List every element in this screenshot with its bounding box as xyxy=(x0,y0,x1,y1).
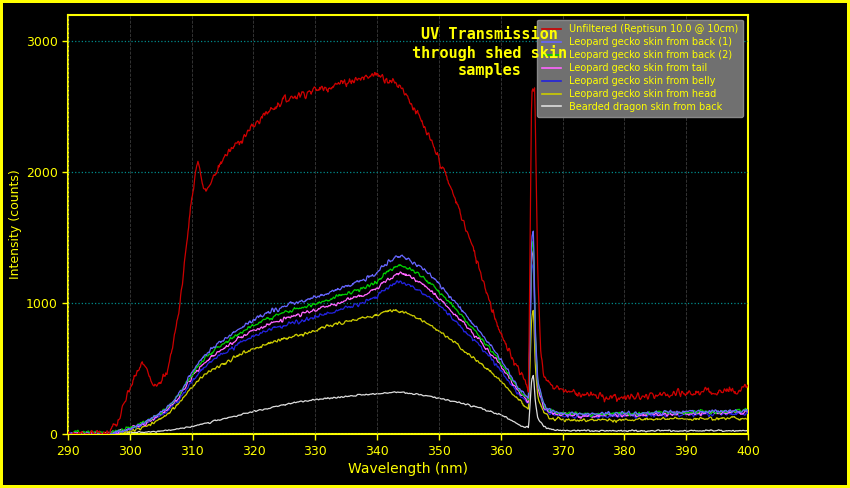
Leopard gecko skin from back (2) xyxy=(528,238,538,244)
Unfiltered (Reptisun 10.0 @ 10cm) xyxy=(66,431,76,437)
Line: Leopard gecko skin from belly: Leopard gecko skin from belly xyxy=(68,264,748,434)
Line: Leopard gecko skin from tail: Leopard gecko skin from tail xyxy=(68,251,748,434)
Leopard gecko skin from tail xyxy=(717,410,727,416)
Unfiltered (Reptisun 10.0 @ 10cm) xyxy=(345,78,355,84)
Leopard gecko skin from back (1) xyxy=(235,325,245,331)
Unfiltered (Reptisun 10.0 @ 10cm) xyxy=(96,431,106,437)
Leopard gecko skin from head xyxy=(344,318,354,324)
Bearded dragon skin from back xyxy=(70,431,80,437)
Leopard gecko skin from belly xyxy=(235,338,246,344)
Unfiltered (Reptisun 10.0 @ 10cm) xyxy=(743,382,753,388)
Leopard gecko skin from back (2) xyxy=(345,291,355,297)
Bearded dragon skin from back xyxy=(116,430,126,436)
Leopard gecko skin from head xyxy=(586,417,597,423)
Unfiltered (Reptisun 10.0 @ 10cm) xyxy=(235,139,246,145)
Leopard gecko skin from belly xyxy=(96,430,106,436)
Leopard gecko skin from tail xyxy=(586,414,597,420)
Leopard gecko skin from back (1) xyxy=(586,410,597,416)
Leopard gecko skin from belly xyxy=(63,430,73,436)
Leopard gecko skin from back (2) xyxy=(63,431,73,437)
Leopard gecko skin from head xyxy=(235,351,245,357)
Bearded dragon skin from back xyxy=(345,393,355,399)
Bearded dragon skin from back xyxy=(96,431,106,437)
Unfiltered (Reptisun 10.0 @ 10cm) xyxy=(717,390,728,396)
Leopard gecko skin from back (2) xyxy=(96,429,106,435)
Leopard gecko skin from back (2) xyxy=(587,413,598,419)
Leopard gecko skin from back (2) xyxy=(66,431,76,437)
Y-axis label: Intensity (counts): Intensity (counts) xyxy=(8,170,21,279)
Unfiltered (Reptisun 10.0 @ 10cm) xyxy=(63,429,73,435)
Leopard gecko skin from back (1) xyxy=(96,430,106,436)
Line: Leopard gecko skin from back (1): Leopard gecko skin from back (1) xyxy=(68,231,748,434)
Leopard gecko skin from back (2) xyxy=(116,428,126,434)
Line: Leopard gecko skin from head: Leopard gecko skin from head xyxy=(68,309,748,434)
Leopard gecko skin from tail xyxy=(115,427,125,432)
Leopard gecko skin from tail xyxy=(235,335,245,341)
Leopard gecko skin from tail xyxy=(96,431,106,437)
Line: Bearded dragon skin from back: Bearded dragon skin from back xyxy=(68,375,748,434)
Unfiltered (Reptisun 10.0 @ 10cm) xyxy=(116,413,126,419)
Unfiltered (Reptisun 10.0 @ 10cm) xyxy=(370,70,380,76)
Leopard gecko skin from head xyxy=(63,431,73,437)
Leopard gecko skin from tail xyxy=(344,297,354,303)
Leopard gecko skin from head xyxy=(115,429,125,435)
Leopard gecko skin from head xyxy=(391,306,401,312)
Leopard gecko skin from back (1) xyxy=(115,429,125,435)
Leopard gecko skin from belly xyxy=(743,410,753,416)
Leopard gecko skin from belly xyxy=(528,261,538,266)
Bearded dragon skin from back xyxy=(717,428,728,434)
Leopard gecko skin from tail xyxy=(63,431,73,437)
Legend: Unfiltered (Reptisun 10.0 @ 10cm), Leopard gecko skin from back (1), Leopard gec: Unfiltered (Reptisun 10.0 @ 10cm), Leopa… xyxy=(537,20,743,117)
Bearded dragon skin from back xyxy=(235,412,246,418)
Leopard gecko skin from belly xyxy=(116,427,126,433)
Leopard gecko skin from belly xyxy=(717,411,728,417)
Bearded dragon skin from back xyxy=(587,428,598,434)
Leopard gecko skin from back (1) xyxy=(743,408,753,414)
Leopard gecko skin from back (2) xyxy=(717,407,728,413)
Leopard gecko skin from belly xyxy=(71,431,81,437)
Leopard gecko skin from belly xyxy=(345,305,355,310)
Leopard gecko skin from back (1) xyxy=(344,283,354,289)
Leopard gecko skin from head xyxy=(743,416,753,422)
Unfiltered (Reptisun 10.0 @ 10cm) xyxy=(587,392,598,398)
Leopard gecko skin from back (2) xyxy=(235,329,246,335)
X-axis label: Wavelength (nm): Wavelength (nm) xyxy=(348,462,468,476)
Leopard gecko skin from back (2) xyxy=(743,407,753,413)
Line: Unfiltered (Reptisun 10.0 @ 10cm): Unfiltered (Reptisun 10.0 @ 10cm) xyxy=(68,73,748,434)
Bearded dragon skin from back xyxy=(528,372,538,378)
Leopard gecko skin from back (1) xyxy=(717,408,727,414)
Leopard gecko skin from belly xyxy=(587,414,598,420)
Leopard gecko skin from head xyxy=(96,431,106,437)
Leopard gecko skin from back (1) xyxy=(528,228,538,234)
Leopard gecko skin from head xyxy=(717,415,727,421)
Line: Leopard gecko skin from back (2): Leopard gecko skin from back (2) xyxy=(68,241,748,434)
Text: UV Transmission
through shed skin
samples: UV Transmission through shed skin sample… xyxy=(412,27,567,78)
Leopard gecko skin from tail xyxy=(743,409,753,415)
Leopard gecko skin from back (1) xyxy=(63,431,73,437)
Leopard gecko skin from tail xyxy=(528,248,538,254)
Bearded dragon skin from back xyxy=(743,428,753,434)
Bearded dragon skin from back xyxy=(63,431,73,437)
